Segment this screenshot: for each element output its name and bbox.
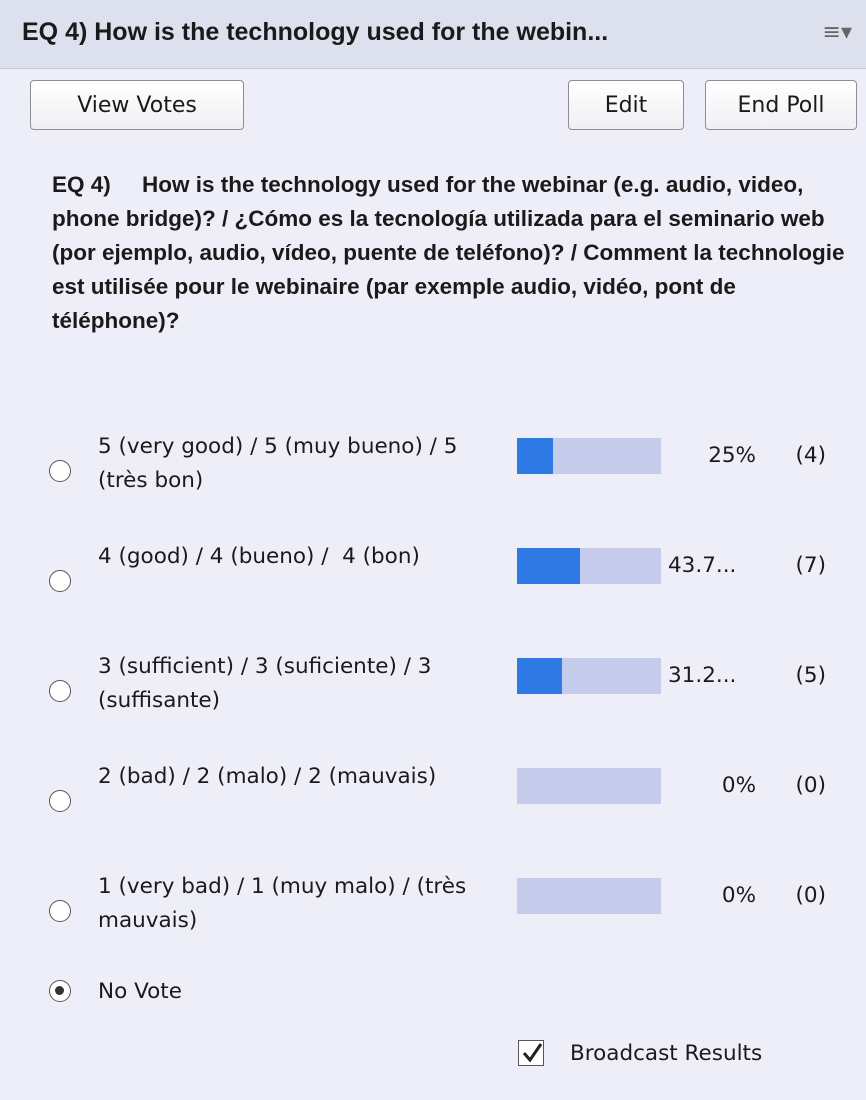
radio[interactable] [49, 570, 71, 592]
result-bar-track [517, 548, 661, 584]
percent-label: 43.7... [668, 553, 737, 578]
result-bar-track [517, 878, 661, 914]
no-vote-row: No Vote [0, 972, 866, 1012]
radio[interactable] [49, 460, 71, 482]
result-bar [517, 658, 562, 694]
option-row: 5 (very good) / 5 (muy bueno) / 5 (très … [0, 430, 866, 520]
result-bar [517, 548, 580, 584]
percent-label: 25% [708, 443, 756, 468]
option-label: 5 (very good) / 5 (muy bueno) / 5 (très … [98, 434, 465, 493]
broadcast-label: Broadcast Results [570, 1041, 763, 1066]
vote-count: (5) [795, 663, 826, 688]
percent-label: 0% [721, 883, 756, 908]
vote-count: (0) [795, 773, 826, 798]
option-label: 1 (very bad) / 1 (muy malo) / (très mauv… [98, 874, 474, 933]
result-bar-track [517, 658, 661, 694]
pod-menu[interactable]: ≡▾ [822, 20, 852, 45]
option-label: 4 (good) / 4 (bueno) / 4 (bon) [98, 544, 420, 569]
option-row: 3 (sufficient) / 3 (suficiente) / 3 (suf… [0, 650, 866, 740]
vote-count: (7) [795, 553, 826, 578]
pod-header: EQ 4) How is the technology used for the… [0, 0, 866, 69]
percent-label: 0% [721, 773, 756, 798]
vote-count: (0) [795, 883, 826, 908]
radio[interactable] [49, 900, 71, 922]
option-label: 3 (sufficient) / 3 (suficiente) / 3 (suf… [98, 654, 439, 713]
percent-label: 31.2... [668, 663, 737, 688]
broadcast-checkbox[interactable] [518, 1040, 544, 1066]
radio-selected[interactable] [49, 980, 71, 1002]
question-text: EQ 4) How is the technology used for the… [52, 172, 851, 333]
radio[interactable] [49, 680, 71, 702]
option-row: 4 (good) / 4 (bueno) / 4 (bon) 43.7... (7) [0, 540, 866, 630]
check-mark [522, 1043, 543, 1063]
vote-count: (4) [795, 443, 826, 468]
result-bar-track [517, 768, 661, 804]
result-bar-track [517, 438, 661, 474]
option-row: 2 (bad) / 2 (malo) / 2 (mauvais) 0% (0) [0, 760, 866, 850]
result-bar [517, 438, 553, 474]
option-label: 2 (bad) / 2 (malo) / 2 (mauvais) [98, 764, 437, 789]
end-poll-button[interactable]: End Poll [705, 80, 857, 130]
option-row: 1 (very bad) / 1 (muy malo) / (très mauv… [0, 870, 866, 960]
no-vote-label: No Vote [98, 979, 182, 1004]
radio[interactable] [49, 790, 71, 812]
pod-title: EQ 4) How is the technology used for the… [22, 18, 609, 46]
view-votes-button[interactable]: View Votes [30, 80, 244, 130]
edit-button[interactable]: Edit [568, 80, 684, 130]
